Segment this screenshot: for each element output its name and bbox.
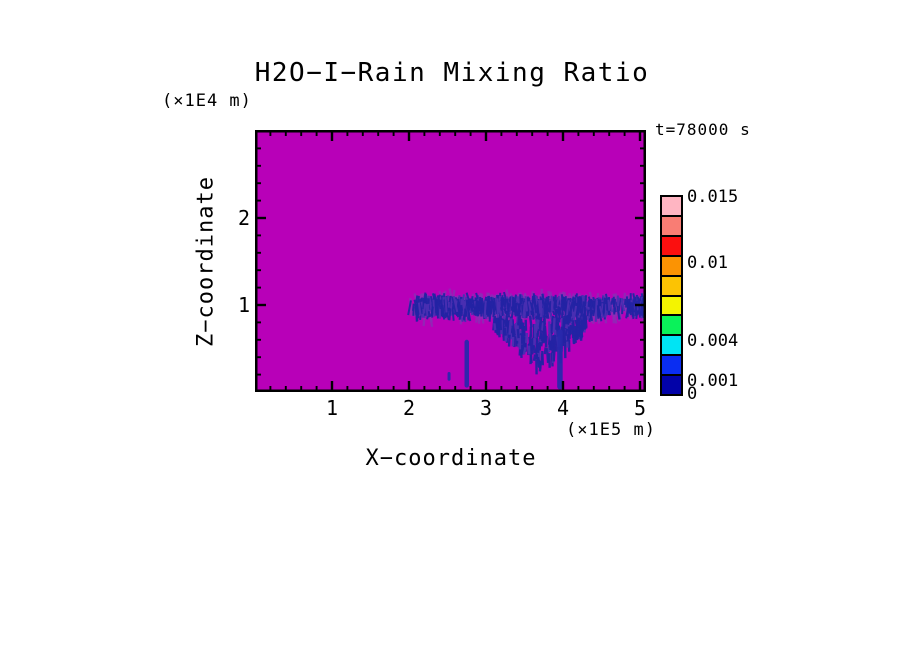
- x-axis-unit-label: (×1E5 m): [566, 420, 656, 440]
- x-tick-label: 5: [633, 396, 647, 420]
- colorbar-segment: [662, 296, 681, 317]
- colorbar-tick-label: 0: [687, 384, 698, 404]
- colorbar-segment: [662, 316, 681, 337]
- plot-area: [255, 130, 646, 392]
- y-axis-unit-label: (×1E4 m): [162, 91, 252, 111]
- colorbar-segment: [662, 376, 681, 395]
- x-tick-label: 4: [556, 396, 570, 420]
- colorbar-segment: [662, 256, 681, 277]
- x-axis-title: X−coordinate: [365, 446, 537, 471]
- time-annotation: t=78000 s: [655, 120, 751, 139]
- x-tick-label: 2: [402, 396, 416, 420]
- colorbar-segment: [662, 197, 681, 217]
- y-tick-label: 2: [237, 206, 250, 230]
- colorbar-segment: [662, 236, 681, 257]
- colorbar-segment: [662, 276, 681, 297]
- heatmap-plot: [255, 130, 646, 392]
- colorbar-tick-label: 0.01: [687, 252, 728, 273]
- colorbar-tick-label: 0.015: [687, 187, 739, 207]
- colorbar: [660, 195, 683, 396]
- colorbar-segment: [662, 356, 681, 377]
- colorbar-segment: [662, 216, 681, 237]
- colorbar-tick-label: 0.001: [687, 370, 739, 391]
- colorbar-tick-label: 0.004: [687, 331, 739, 352]
- x-tick-label: 1: [325, 396, 339, 420]
- y-axis-title: Z−coordinate: [193, 176, 219, 347]
- colorbar-segment: [662, 336, 681, 357]
- y-tick-label: 1: [237, 293, 250, 317]
- chart-title: H2O−I−Rain Mixing Ratio: [254, 58, 650, 88]
- x-tick-label: 3: [479, 396, 493, 420]
